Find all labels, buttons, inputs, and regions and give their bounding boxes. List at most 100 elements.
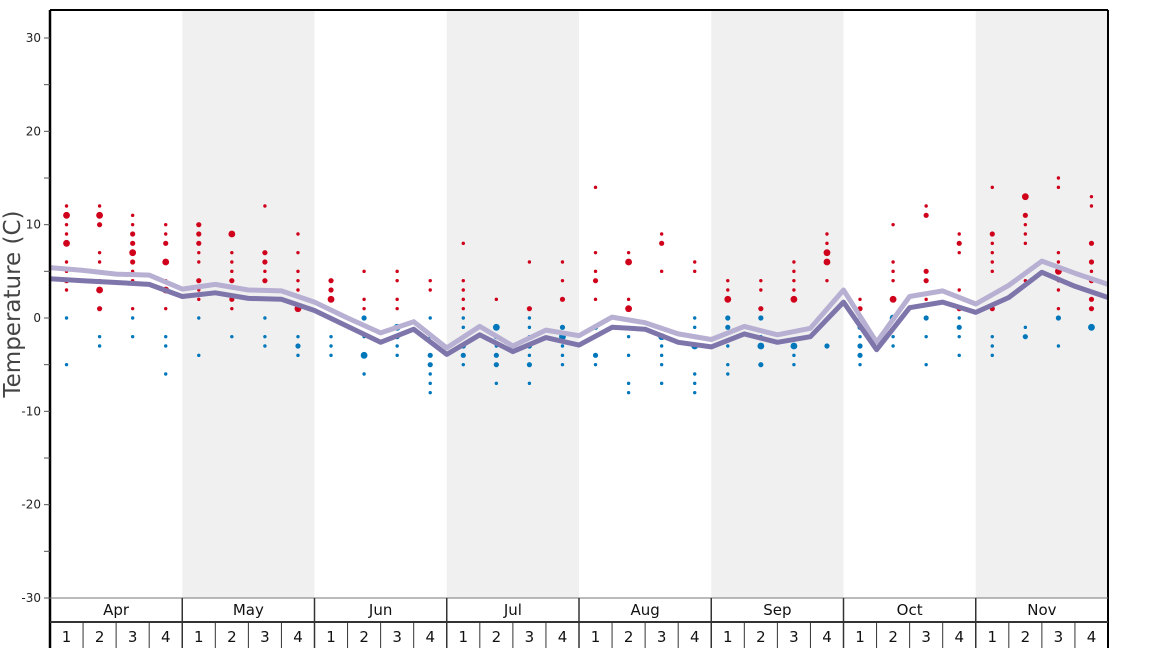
- warm-point: [593, 185, 598, 190]
- warm-point: [759, 278, 763, 283]
- warm-point: [96, 211, 103, 219]
- cold-point: [527, 325, 532, 330]
- cold-point: [395, 344, 399, 348]
- warm-point: [659, 269, 664, 274]
- warm-point: [197, 250, 201, 255]
- warm-point: [263, 204, 267, 208]
- warm-point: [296, 288, 300, 292]
- cold-point: [559, 324, 566, 330]
- cold-point: [428, 316, 432, 320]
- warm-point: [823, 258, 831, 266]
- warm-point: [97, 250, 102, 255]
- cold-point: [263, 316, 267, 320]
- warm-point: [1089, 194, 1094, 199]
- warm-point: [724, 295, 732, 303]
- warm-point: [659, 232, 664, 236]
- warm-point: [990, 241, 994, 246]
- warm-point: [923, 268, 929, 274]
- warm-point: [891, 260, 895, 264]
- cold-point: [956, 324, 962, 330]
- cold-point: [164, 334, 168, 339]
- warm-point: [97, 260, 102, 264]
- week-label: 3: [392, 628, 402, 646]
- cold-point: [857, 352, 863, 358]
- cold-point: [758, 362, 764, 368]
- y-tick-label: -30: [21, 591, 41, 605]
- warm-point: [230, 260, 234, 264]
- warm-point: [560, 278, 565, 283]
- warm-point: [1056, 306, 1061, 311]
- warm-point: [957, 250, 961, 255]
- cold-point: [295, 343, 301, 349]
- cold-point: [858, 362, 862, 367]
- warm-point: [461, 278, 465, 283]
- warm-point: [593, 269, 598, 274]
- week-label: 3: [260, 628, 270, 646]
- warm-point: [989, 231, 995, 237]
- warm-point: [693, 269, 697, 274]
- warm-point: [1088, 259, 1095, 265]
- cold-point: [891, 334, 895, 339]
- warm-point: [1021, 193, 1029, 201]
- cold-point: [1056, 344, 1061, 348]
- week-label: 3: [128, 628, 138, 646]
- cold-point: [659, 353, 664, 358]
- warm-point: [230, 306, 234, 311]
- cold-point: [64, 316, 69, 320]
- month-band: [446, 10, 579, 598]
- warm-point: [1088, 240, 1095, 246]
- cold-point: [593, 362, 598, 367]
- cold-point: [857, 343, 863, 349]
- cold-point: [726, 344, 730, 348]
- cold-point: [97, 334, 102, 339]
- week-label: 3: [525, 628, 535, 646]
- warm-point: [726, 278, 730, 283]
- cold-point: [726, 362, 730, 367]
- week-label: 2: [888, 628, 898, 646]
- month-label: Nov: [1027, 601, 1056, 619]
- warm-point: [889, 295, 897, 303]
- warm-point: [197, 260, 201, 264]
- warm-point: [197, 297, 201, 302]
- week-label: 1: [62, 628, 72, 646]
- cold-point: [693, 316, 697, 320]
- warm-point: [461, 297, 465, 302]
- cold-point: [725, 324, 731, 330]
- cold-point: [428, 390, 432, 395]
- week-label: 1: [459, 628, 469, 646]
- cold-point: [626, 381, 631, 386]
- warm-point: [130, 213, 135, 218]
- warm-point: [130, 306, 135, 311]
- warm-point: [626, 250, 631, 255]
- warm-point: [990, 269, 994, 274]
- warm-point: [129, 249, 137, 257]
- series-line-dark: [49, 269, 1109, 357]
- warm-point: [362, 269, 366, 274]
- cold-point: [361, 315, 367, 321]
- cold-point: [197, 353, 201, 358]
- warm-point: [63, 211, 70, 219]
- y-tick-label: 0: [33, 311, 41, 325]
- warm-point: [957, 288, 961, 292]
- cold-point: [164, 372, 168, 376]
- cold-point: [693, 381, 697, 386]
- warm-point: [461, 241, 465, 246]
- warm-point: [825, 278, 829, 283]
- warm-point: [196, 231, 202, 237]
- cold-point: [230, 334, 234, 339]
- warm-point: [1088, 296, 1095, 302]
- warm-point: [659, 240, 665, 246]
- warm-point: [296, 250, 300, 255]
- cold-point: [97, 344, 102, 348]
- warm-point: [328, 278, 334, 284]
- cold-point: [990, 334, 994, 339]
- y-tick-label: 10: [26, 218, 41, 232]
- warm-point: [1056, 288, 1061, 292]
- warm-point: [164, 306, 168, 311]
- series-lines: [49, 258, 1109, 357]
- cold-point: [296, 353, 300, 358]
- cold-point: [757, 342, 765, 350]
- y-tick-label: 20: [26, 124, 41, 138]
- warm-point: [262, 278, 268, 284]
